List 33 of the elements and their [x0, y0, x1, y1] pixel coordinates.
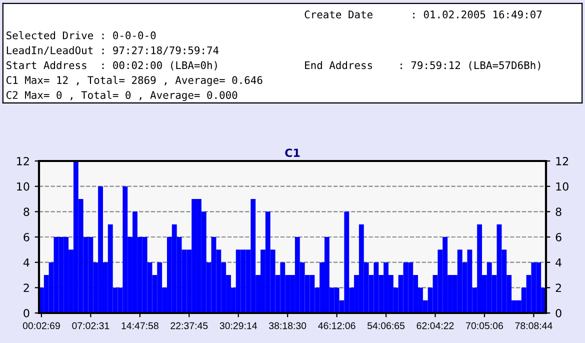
y-tick-label: 4	[23, 258, 30, 267]
text: End Address : 79:59:12 (LBA=57D6Bh)	[305, 61, 540, 70]
y-tick-label: 6	[24, 232, 30, 242]
y2-tick-label: 8	[556, 208, 562, 216]
text: C1 Max= 12 , Total= 2869 , Average= 0.646	[6, 76, 262, 86]
y-tick-label: 10	[17, 182, 30, 191]
x-tick-label: 54:06:65	[367, 322, 405, 330]
x-tick-label: 30:29:14	[220, 322, 257, 330]
y2-tick-label: 2	[556, 284, 561, 292]
x-tick-label: 62:04:22	[416, 322, 454, 330]
x-tick-label: 78:08:44	[515, 322, 552, 330]
text: LeadIn/LeadOut : 97:27:18/79:59:74	[6, 46, 219, 56]
y-tick-label: 2	[24, 284, 29, 292]
y2-tick-label: 4	[556, 258, 562, 267]
y-tick-label: 0	[24, 308, 30, 318]
x-tick-label: 14:47:58	[122, 322, 158, 330]
y-tick-label: 12	[17, 156, 29, 166]
x-tick-label: 22:37:45	[170, 322, 208, 330]
x-tick-label: 46:12:06	[318, 322, 356, 330]
text: Start Address : 00:02:00 (LBA=0h)	[6, 61, 217, 70]
text: C2 Max= 0 , Total= 0 , Average= 0.000	[6, 90, 238, 102]
x-tick-label: 70:05:06	[466, 322, 503, 330]
text: Create Date : 01.02.2005 16:49:07	[304, 10, 542, 18]
y-tick-label: 8	[24, 208, 30, 216]
y2-tick-label: 0	[556, 308, 562, 318]
chart-title: C1	[285, 148, 300, 157]
x-tick-label: 38:18:30	[269, 322, 306, 330]
y2-tick-label: 12	[556, 156, 568, 166]
x-tick-label: 00:02:69	[22, 322, 60, 330]
text: Selected Drive : 0-0-0-0	[6, 31, 156, 40]
y2-tick-label: 6	[556, 232, 562, 242]
x-tick-label: 07:02:31	[72, 322, 110, 330]
y2-tick-label: 10	[556, 182, 568, 191]
